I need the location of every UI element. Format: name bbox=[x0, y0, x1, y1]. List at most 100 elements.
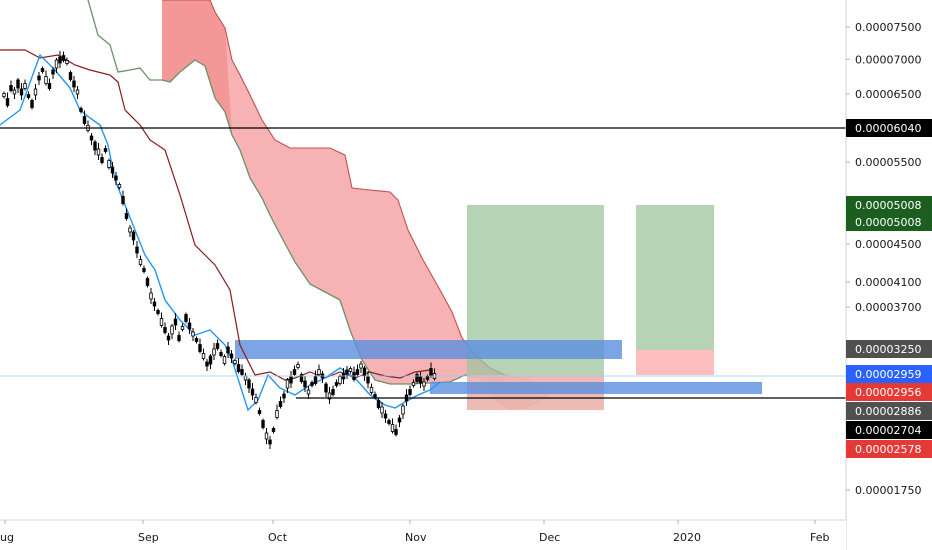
candle bbox=[110, 162, 115, 178]
candle-body-down bbox=[425, 376, 430, 380]
candle-body-down bbox=[373, 394, 377, 398]
candle bbox=[100, 153, 104, 165]
candle bbox=[180, 323, 185, 332]
support-zone[interactable] bbox=[430, 382, 762, 394]
candle-body-down bbox=[324, 383, 328, 393]
candle-body-up bbox=[233, 360, 237, 364]
candle-body-down bbox=[278, 401, 283, 407]
price-tag-label: 0.00002704 bbox=[855, 424, 921, 437]
candle bbox=[23, 79, 27, 91]
price-tag-label: 0.00002886 bbox=[855, 405, 921, 418]
candle bbox=[285, 378, 290, 393]
price-tag-bg bbox=[846, 213, 932, 231]
candle bbox=[131, 230, 136, 245]
candle bbox=[418, 372, 423, 388]
candle-body-down bbox=[68, 72, 73, 80]
long-position-stop-2[interactable] bbox=[636, 350, 714, 375]
candle-body-down bbox=[313, 376, 318, 384]
price-tag[interactable]: 0.00002886 bbox=[846, 402, 932, 420]
candle bbox=[411, 379, 416, 388]
price-tag[interactable]: 0.00002959 bbox=[846, 365, 932, 383]
candle-body-up bbox=[96, 148, 101, 156]
candle-body-up bbox=[54, 59, 59, 69]
candle bbox=[415, 372, 419, 384]
time-tick-label: ug bbox=[0, 531, 14, 544]
price-tag[interactable]: 0.00005008 bbox=[846, 196, 932, 214]
candle-body-down bbox=[219, 352, 223, 356]
candle bbox=[135, 241, 139, 258]
candle-body-up bbox=[33, 88, 38, 96]
candle-body-down bbox=[215, 343, 220, 349]
candle-body-up bbox=[12, 89, 17, 95]
candle bbox=[348, 366, 353, 374]
candle bbox=[429, 362, 433, 378]
candle bbox=[19, 83, 24, 100]
candle bbox=[184, 312, 188, 324]
candle-body-up bbox=[264, 432, 269, 440]
candle-body-up bbox=[369, 387, 374, 393]
price-tag-bg bbox=[846, 119, 932, 137]
candle bbox=[86, 120, 90, 133]
candle-body-down bbox=[345, 369, 349, 375]
candle-body-down bbox=[362, 367, 367, 377]
candle bbox=[114, 172, 118, 185]
candle bbox=[159, 312, 164, 328]
candle bbox=[275, 404, 279, 420]
candle bbox=[257, 407, 262, 416]
candle-body-down bbox=[89, 135, 94, 141]
candle bbox=[138, 255, 143, 267]
price-tag[interactable]: 0.00006040 bbox=[846, 119, 932, 137]
price-tag-label: 0.00003250 bbox=[855, 343, 921, 356]
resistance-zone[interactable] bbox=[235, 340, 622, 359]
candle-body-up bbox=[317, 369, 321, 375]
candle bbox=[397, 415, 402, 427]
candle bbox=[313, 370, 318, 386]
candle bbox=[51, 67, 55, 79]
candle bbox=[58, 51, 62, 68]
price-tag[interactable]: 0.00002704 bbox=[846, 421, 932, 439]
candle-body-down bbox=[51, 69, 55, 75]
candle bbox=[65, 57, 69, 66]
candle-body-down bbox=[121, 196, 125, 204]
candle-body-down bbox=[310, 382, 314, 386]
candle-body-up bbox=[180, 326, 185, 330]
candle-body-up bbox=[107, 160, 111, 168]
long-position-target-2[interactable] bbox=[636, 205, 714, 350]
price-tag-bg bbox=[846, 340, 932, 358]
candle-body-up bbox=[306, 389, 311, 395]
candle bbox=[194, 336, 199, 344]
price-tag[interactable]: 0.00002578 bbox=[846, 440, 932, 458]
candle-body-down bbox=[19, 88, 24, 96]
candle-body-down bbox=[93, 141, 97, 151]
price-tag[interactable]: 0.00003250 bbox=[846, 340, 932, 358]
candle-body-down bbox=[61, 55, 66, 61]
candle bbox=[226, 342, 230, 358]
candle bbox=[296, 361, 300, 370]
candle bbox=[250, 383, 255, 400]
candle bbox=[16, 78, 20, 93]
candle-body-down bbox=[408, 389, 412, 395]
candle-body-down bbox=[394, 429, 398, 435]
price-tag[interactable]: 0.00002956 bbox=[846, 383, 932, 401]
candle bbox=[408, 385, 412, 397]
candle bbox=[390, 418, 395, 434]
candle-body-down bbox=[226, 346, 230, 354]
candle bbox=[2, 91, 6, 99]
candle-body-down bbox=[9, 85, 13, 91]
candle bbox=[222, 354, 227, 366]
price-tick-label: 0.00003700 bbox=[855, 301, 921, 314]
candle bbox=[173, 313, 178, 330]
candle bbox=[317, 364, 321, 377]
candle bbox=[394, 424, 398, 437]
price-axis-panel bbox=[846, 0, 932, 550]
candle bbox=[271, 426, 276, 434]
candle bbox=[44, 70, 48, 86]
candle-body-up bbox=[327, 392, 332, 400]
candle-body-up bbox=[44, 76, 48, 84]
candle-body-down bbox=[124, 213, 129, 219]
candle-body-up bbox=[159, 318, 164, 326]
candle-body-down bbox=[184, 314, 188, 322]
price-tag[interactable]: 0.00005008 bbox=[846, 213, 932, 231]
price-tags: 0.00006040 0.00005008 0.00005008 0.00003250… bbox=[846, 119, 932, 458]
